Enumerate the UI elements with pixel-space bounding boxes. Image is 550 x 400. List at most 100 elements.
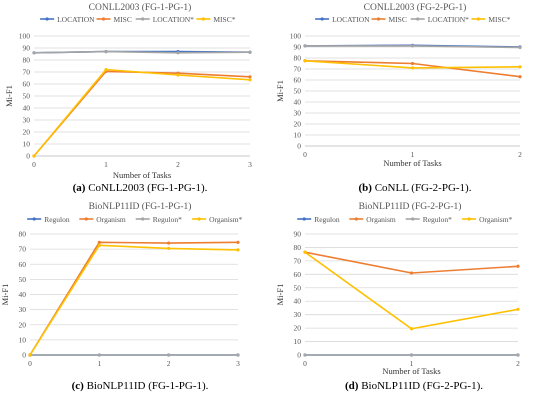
y-tick-label: 100 (19, 32, 31, 41)
legend-entry: MISC (114, 15, 132, 24)
legend-marker (411, 217, 415, 221)
x-tick-label: 1 (411, 150, 415, 159)
series-line-organism-star (29, 244, 239, 356)
series-line-organism (304, 251, 519, 274)
y-tick-label: 70 (294, 65, 302, 74)
x-tick-label: 0 (32, 160, 36, 169)
x-tick-label: 3 (248, 160, 252, 169)
x-tick-label: 0 (303, 150, 307, 159)
x-axis-label: Number of Tasks (113, 170, 171, 180)
data-point (97, 353, 101, 357)
y-tick-label: 60 (19, 260, 27, 269)
legend-marker (320, 17, 324, 21)
legend: Regulon Organism Regulon* Organism* (297, 215, 513, 224)
y-tick-label: 10 (294, 131, 302, 140)
series-line-misc-star (33, 68, 251, 157)
y-tick-label: 30 (19, 305, 27, 314)
data-point (248, 75, 252, 79)
y-tick-label: 20 (19, 320, 27, 329)
legend-marker (101, 17, 106, 21)
y-tick-label: 50 (23, 92, 31, 101)
caption-text: CoNLL2003 (FG-1-PG-1). (88, 182, 207, 194)
y-axis-label: Mi-F1 (275, 80, 285, 102)
data-point (167, 241, 171, 245)
y-tick-label: 10 (294, 337, 302, 346)
y-tick-label: 70 (23, 68, 31, 77)
y-tick-label: 20 (294, 120, 302, 129)
data-point (176, 51, 180, 55)
x-tick-label: 2 (516, 359, 520, 368)
caption-text: CoNLL (FG-2-PG-1). (375, 182, 472, 194)
y-tick-label: 30 (294, 109, 302, 118)
y-tick-label: 60 (23, 80, 31, 89)
legend-entry: Organism (366, 215, 396, 224)
data-point (176, 73, 180, 77)
y-tick-label: 80 (23, 56, 31, 65)
legend-marker (354, 217, 358, 221)
y-tick-label: 80 (294, 243, 302, 252)
legend-entry: Regulon (314, 215, 340, 224)
legend-marker (84, 217, 88, 221)
legend: LOCATION MISC LOCATION* MISC* (315, 15, 511, 24)
legend-marker (141, 217, 145, 221)
y-tick-label: 90 (294, 230, 302, 239)
legend-entry: Organism* (479, 215, 512, 224)
data-point (410, 61, 415, 66)
chart-panel-3: BioNLP11ID (FG-1-PG-1)Regulon Organism Reg… (0, 201, 243, 392)
data-point (248, 78, 252, 82)
y-tick-label: 0 (22, 351, 26, 360)
legend-entry: Regulon (44, 215, 70, 224)
legend-marker (201, 17, 205, 21)
y-tick-label: 70 (294, 256, 302, 265)
data-point (516, 264, 520, 268)
legend-marker (416, 17, 420, 21)
chart-panel-4: BioNLP11ID (FG-2-PG-1)Regulon Organism Reg… (275, 201, 520, 392)
x-tick-label: 2 (167, 359, 171, 368)
data-point (167, 246, 171, 250)
legend-entry: MISC (389, 15, 407, 24)
y-tick-label: 60 (294, 270, 302, 279)
legend-entry: Organism* (209, 215, 242, 224)
legend-entry: Regulon* (153, 215, 182, 224)
y-tick-label: 50 (19, 275, 27, 284)
legend-entry: LOCATION (57, 15, 95, 24)
data-point (236, 240, 240, 244)
legend-entry: LOCATION* (428, 15, 469, 24)
caption-text: BioNLP11ID (FG-1-PG-1). (87, 380, 209, 392)
legend: Regulon Organism Regulon* Organism* (27, 215, 243, 224)
legend-marker (197, 217, 201, 221)
legend-entry: Organism (96, 215, 126, 224)
legend: LOCATION MISC LOCATION* MISC* (40, 15, 236, 24)
data-point (236, 248, 240, 252)
x-axis-label: Number of Tasks (383, 158, 441, 168)
y-tick-label: 0 (297, 142, 301, 151)
data-point (410, 66, 415, 70)
y-tick-label: 70 (19, 245, 27, 254)
data-point (409, 353, 414, 357)
x-tick-label: 3 (236, 359, 240, 368)
data-point (303, 250, 307, 254)
y-tick-label: 0 (297, 351, 301, 360)
data-point (248, 50, 252, 54)
x-tick-label: 2 (518, 150, 522, 159)
legend-entry: MISC* (213, 15, 235, 24)
x-tick-label: 0 (28, 359, 32, 368)
y-tick-label: 10 (19, 335, 27, 344)
data-point (236, 353, 240, 357)
chart-title: CONLL2003 (FG-1-PG-1) (89, 2, 192, 13)
x-tick-label: 2 (176, 160, 180, 169)
data-point (167, 353, 171, 357)
y-tick-label: 50 (294, 283, 302, 292)
caption-label: (a) (73, 182, 89, 194)
legend-marker (45, 17, 49, 21)
x-tick-label: 0 (303, 359, 307, 368)
x-axis-label: Number of Tasks (382, 366, 440, 376)
data-point (32, 51, 36, 55)
figure-caption: (d) BioNLP11ID (FG-2-PG-1). (345, 380, 483, 392)
y-tick-label: 60 (294, 76, 302, 85)
legend-marker (376, 17, 381, 21)
y-tick-label: 100 (290, 32, 302, 41)
chart-panel-1: CONLL2003 (FG-1-PG-1)LOCATION MISC LOCATIO… (4, 2, 252, 194)
data-point (518, 75, 522, 79)
y-tick-label: 20 (23, 128, 31, 137)
